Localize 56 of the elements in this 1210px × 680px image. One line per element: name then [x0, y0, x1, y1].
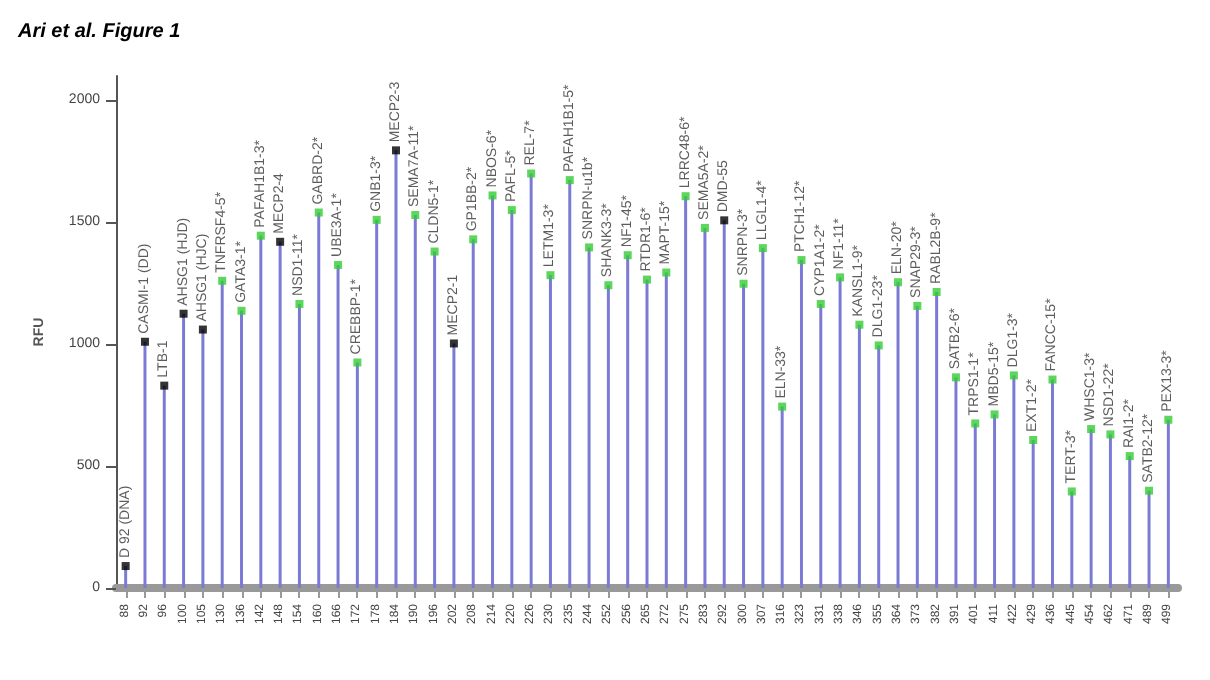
point: [1145, 486, 1154, 495]
point: [1067, 487, 1076, 496]
point: [855, 320, 864, 329]
point: [720, 216, 729, 225]
chart-title: Ari et al. Figure 1: [16, 21, 182, 43]
point: [179, 309, 188, 318]
point: [971, 419, 980, 428]
point: [1087, 425, 1096, 434]
point: [411, 210, 420, 219]
point: [623, 251, 632, 260]
point: [816, 299, 825, 308]
point: [604, 281, 613, 290]
point: [546, 271, 555, 280]
point: [932, 288, 941, 297]
point: [874, 341, 883, 350]
point: [643, 275, 651, 284]
point: [1048, 375, 1057, 384]
point: [739, 279, 748, 288]
point: [256, 231, 265, 240]
point: [990, 410, 999, 419]
point: [237, 306, 246, 315]
point: [951, 373, 960, 382]
point: [758, 244, 767, 253]
point: [913, 301, 922, 310]
point: [430, 247, 439, 256]
point: [449, 339, 458, 348]
point: [527, 169, 536, 178]
point: [507, 206, 516, 215]
point: [353, 358, 362, 367]
point: [295, 299, 304, 308]
point: [1009, 371, 1018, 380]
point: [681, 192, 690, 201]
point: [662, 268, 671, 277]
point: [778, 402, 787, 411]
point: [391, 146, 400, 155]
point: [218, 276, 227, 285]
point: [160, 381, 169, 390]
point: [372, 215, 381, 224]
point: [1164, 415, 1173, 424]
point: [469, 235, 478, 244]
point: [334, 260, 343, 269]
point: [836, 273, 845, 282]
point: [797, 256, 806, 265]
point: [1125, 452, 1134, 461]
point: [1029, 436, 1038, 445]
point: [488, 191, 497, 200]
point: [121, 562, 130, 571]
point: [565, 176, 574, 185]
point: [314, 208, 323, 217]
point: [585, 243, 594, 252]
point: [700, 223, 709, 232]
point: [894, 278, 903, 287]
point: [276, 237, 285, 246]
point: [198, 325, 207, 334]
point: [1106, 430, 1115, 439]
point: [140, 337, 149, 346]
